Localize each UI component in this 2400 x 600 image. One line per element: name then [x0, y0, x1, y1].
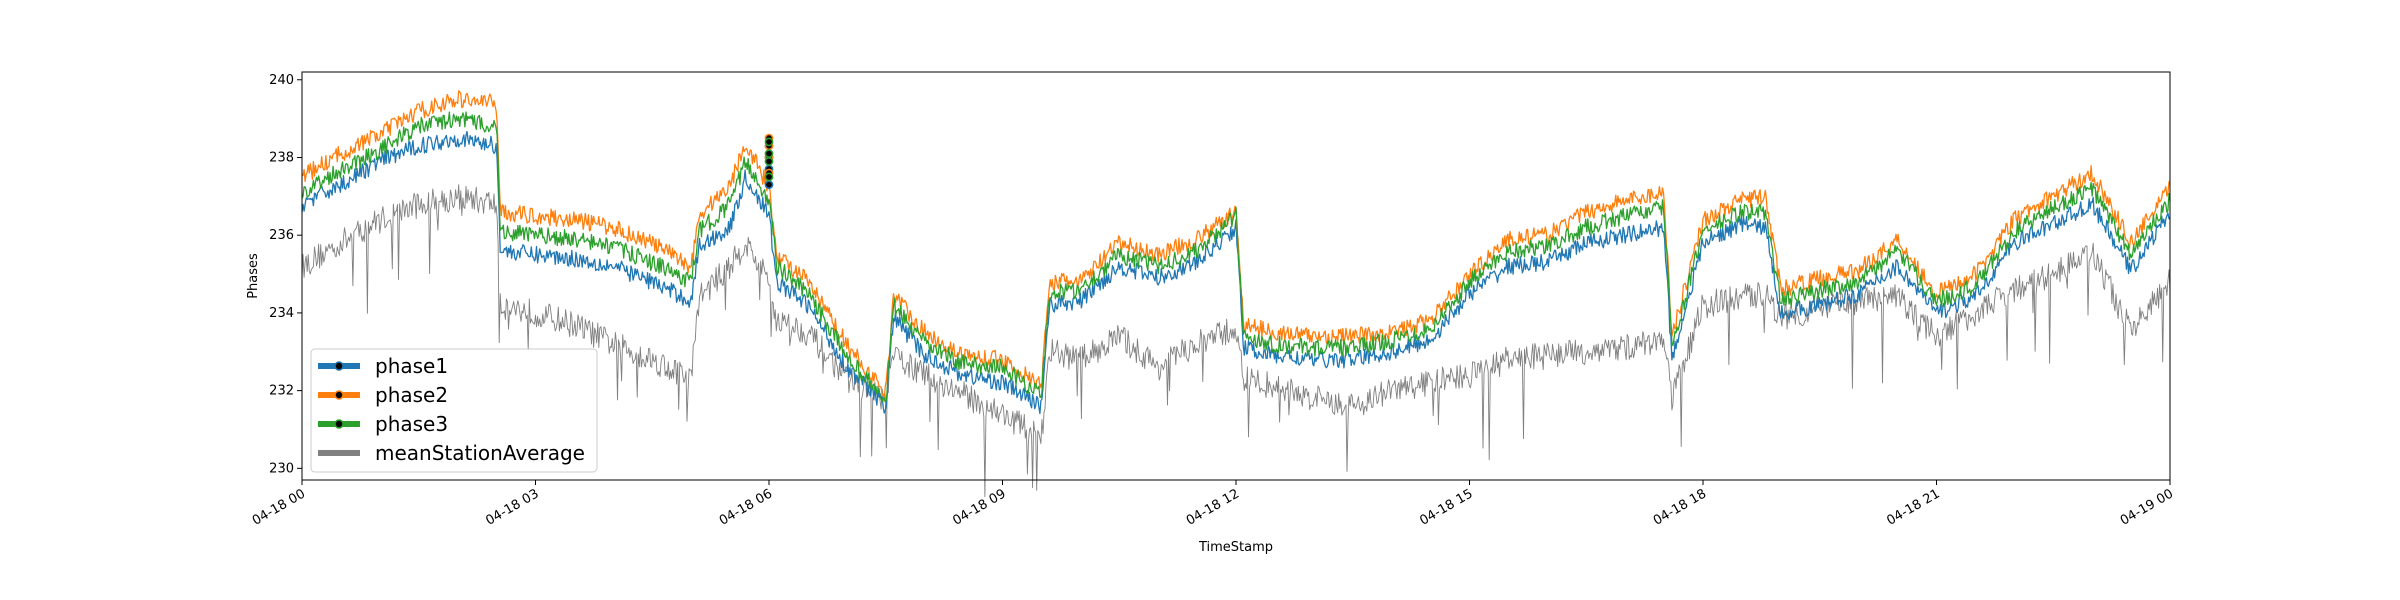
- x-tick-label: 04-18 03: [483, 486, 541, 528]
- marker-phase3: [764, 172, 774, 182]
- x-tick-label: 04-18 00: [250, 486, 308, 528]
- x-tick-label: 04-19 00: [2118, 486, 2176, 528]
- y-tick-label: 234: [269, 306, 294, 321]
- y-tick-label: 240: [269, 73, 294, 88]
- legend-marker-phase3: [334, 419, 344, 429]
- y-tick-label: 238: [269, 150, 294, 165]
- marker-phase3: [764, 156, 774, 166]
- marker-phase3: [764, 149, 774, 158]
- legend-box: [310, 348, 598, 473]
- x-tick-label: 04-18 06: [717, 486, 775, 528]
- marker-layer: [764, 133, 774, 190]
- y-tick-label: 230: [269, 461, 294, 476]
- x-tick-label: 04-18 15: [1417, 486, 1475, 528]
- marker-phase3: [764, 137, 774, 147]
- y-tick-label: 236: [269, 228, 294, 243]
- legend-label-phase1: phase1: [375, 354, 448, 378]
- legend-marker-phase1: [334, 361, 344, 371]
- legend-marker-phase2: [334, 390, 344, 400]
- x-tick-label: 04-18 09: [950, 486, 1008, 528]
- legend: phase1 phase2 phase3 meanStationAverage: [310, 348, 598, 473]
- x-tick-label: 04-18 18: [1651, 486, 1709, 528]
- x-tick-label: 04-18 12: [1184, 486, 1242, 528]
- legend-label-phase2: phase2: [375, 383, 448, 407]
- legend-label-meanStationAverage: meanStationAverage: [375, 441, 585, 465]
- series-line-phase3: [301, 111, 2171, 403]
- y-axis: 230 232 234 236 238 240: [269, 73, 302, 476]
- marker-phase1: [764, 180, 774, 190]
- y-tick-label: 232: [269, 384, 294, 399]
- x-axis-label: TimeStamp: [1198, 540, 1273, 555]
- series-layer: [301, 90, 2171, 498]
- y-axis-label: Phases: [246, 253, 261, 299]
- legend-label-phase3: phase3: [375, 412, 448, 436]
- x-tick-label: 04-18 21: [1884, 486, 1942, 528]
- x-axis: 04-18 00 04-18 03 04-18 06 04-18 09 04-18 12…: [250, 480, 2176, 529]
